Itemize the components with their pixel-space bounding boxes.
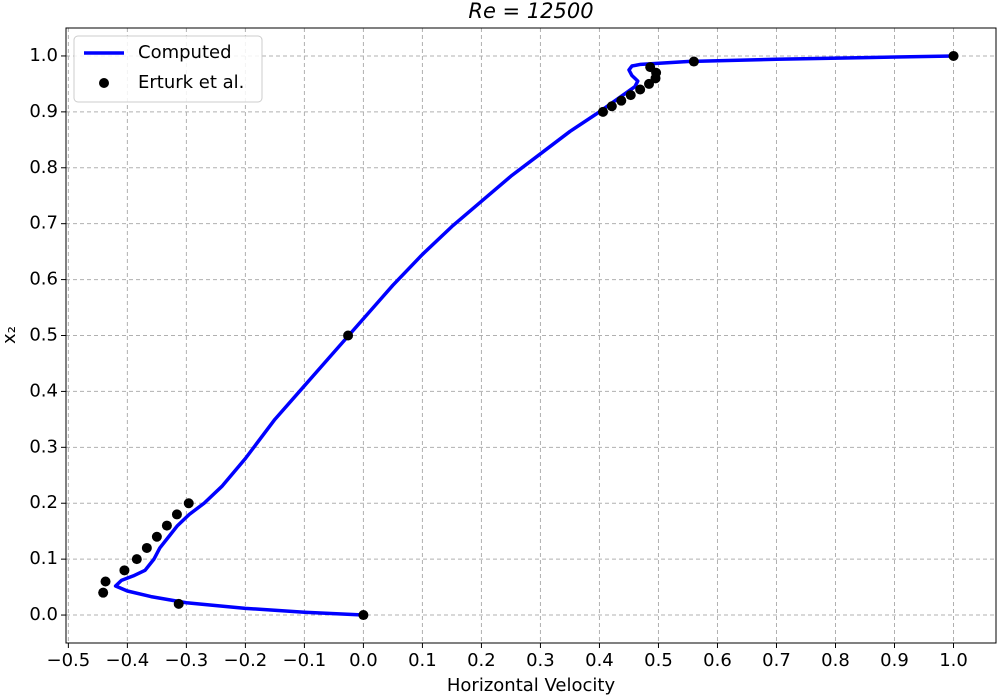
x-tick-label: 0.4 (585, 650, 614, 671)
x-tick-label: −0.5 (47, 650, 91, 671)
x-tick-label: 0.1 (408, 650, 437, 671)
legend-label: Computed (138, 42, 232, 63)
point (183, 498, 194, 509)
x-axis-label: Horizontal Velocity (447, 675, 616, 696)
y-tick-label: 0.9 (29, 101, 58, 122)
chart-title: Re = 12500 (468, 0, 593, 23)
y-tick-label: 0.0 (29, 604, 58, 625)
x-tick-label: 0.3 (526, 650, 555, 671)
point (171, 509, 182, 520)
point (625, 90, 636, 101)
legend-swatch (99, 78, 109, 88)
point (100, 576, 111, 587)
point (161, 520, 172, 531)
point (606, 101, 617, 112)
y-tick-label: 0.1 (29, 548, 58, 569)
y-tick-label: 0.7 (29, 213, 58, 234)
x-tick-label: 1.0 (939, 650, 968, 671)
plot-frame (65, 27, 997, 644)
point (948, 50, 959, 61)
x-tick-label: −0.2 (224, 650, 268, 671)
y-axis-label: x₂ (0, 326, 20, 344)
point (597, 106, 608, 117)
y-tick-label: 0.4 (29, 380, 58, 401)
point (688, 56, 699, 67)
point (650, 73, 661, 84)
point (644, 78, 655, 89)
point (131, 554, 142, 565)
point (343, 330, 354, 341)
y-tick-label: 0.8 (29, 157, 58, 178)
x-tick-label: 0.6 (703, 650, 732, 671)
y-tick-label: 0.3 (29, 436, 58, 457)
point (173, 598, 184, 609)
point (98, 587, 109, 598)
line (113, 54, 954, 617)
point (119, 565, 130, 576)
x-tick-label: 0.8 (821, 650, 850, 671)
legend-label: Erturk et al. (138, 72, 244, 93)
x-tick-label: 0.2 (467, 650, 496, 671)
point (141, 542, 152, 553)
x-tick-label: −0.1 (283, 650, 327, 671)
x-tick-label: 0.0 (349, 650, 378, 671)
point (358, 610, 369, 621)
y-tick-label: 0.5 (29, 325, 58, 346)
x-tick-label: 0.7 (762, 650, 791, 671)
y-tick-label: 0.6 (29, 269, 58, 290)
point (616, 95, 627, 106)
y-tick-label: 0.2 (29, 492, 58, 513)
x-tick-label: 0.5 (644, 650, 673, 671)
x-tick-label: −0.4 (106, 650, 150, 671)
x-tick-label: 0.9 (880, 650, 909, 671)
x-tick-label: −0.3 (165, 650, 209, 671)
y-tick-label: 1.0 (29, 45, 58, 66)
point (151, 531, 162, 542)
point (635, 84, 646, 95)
